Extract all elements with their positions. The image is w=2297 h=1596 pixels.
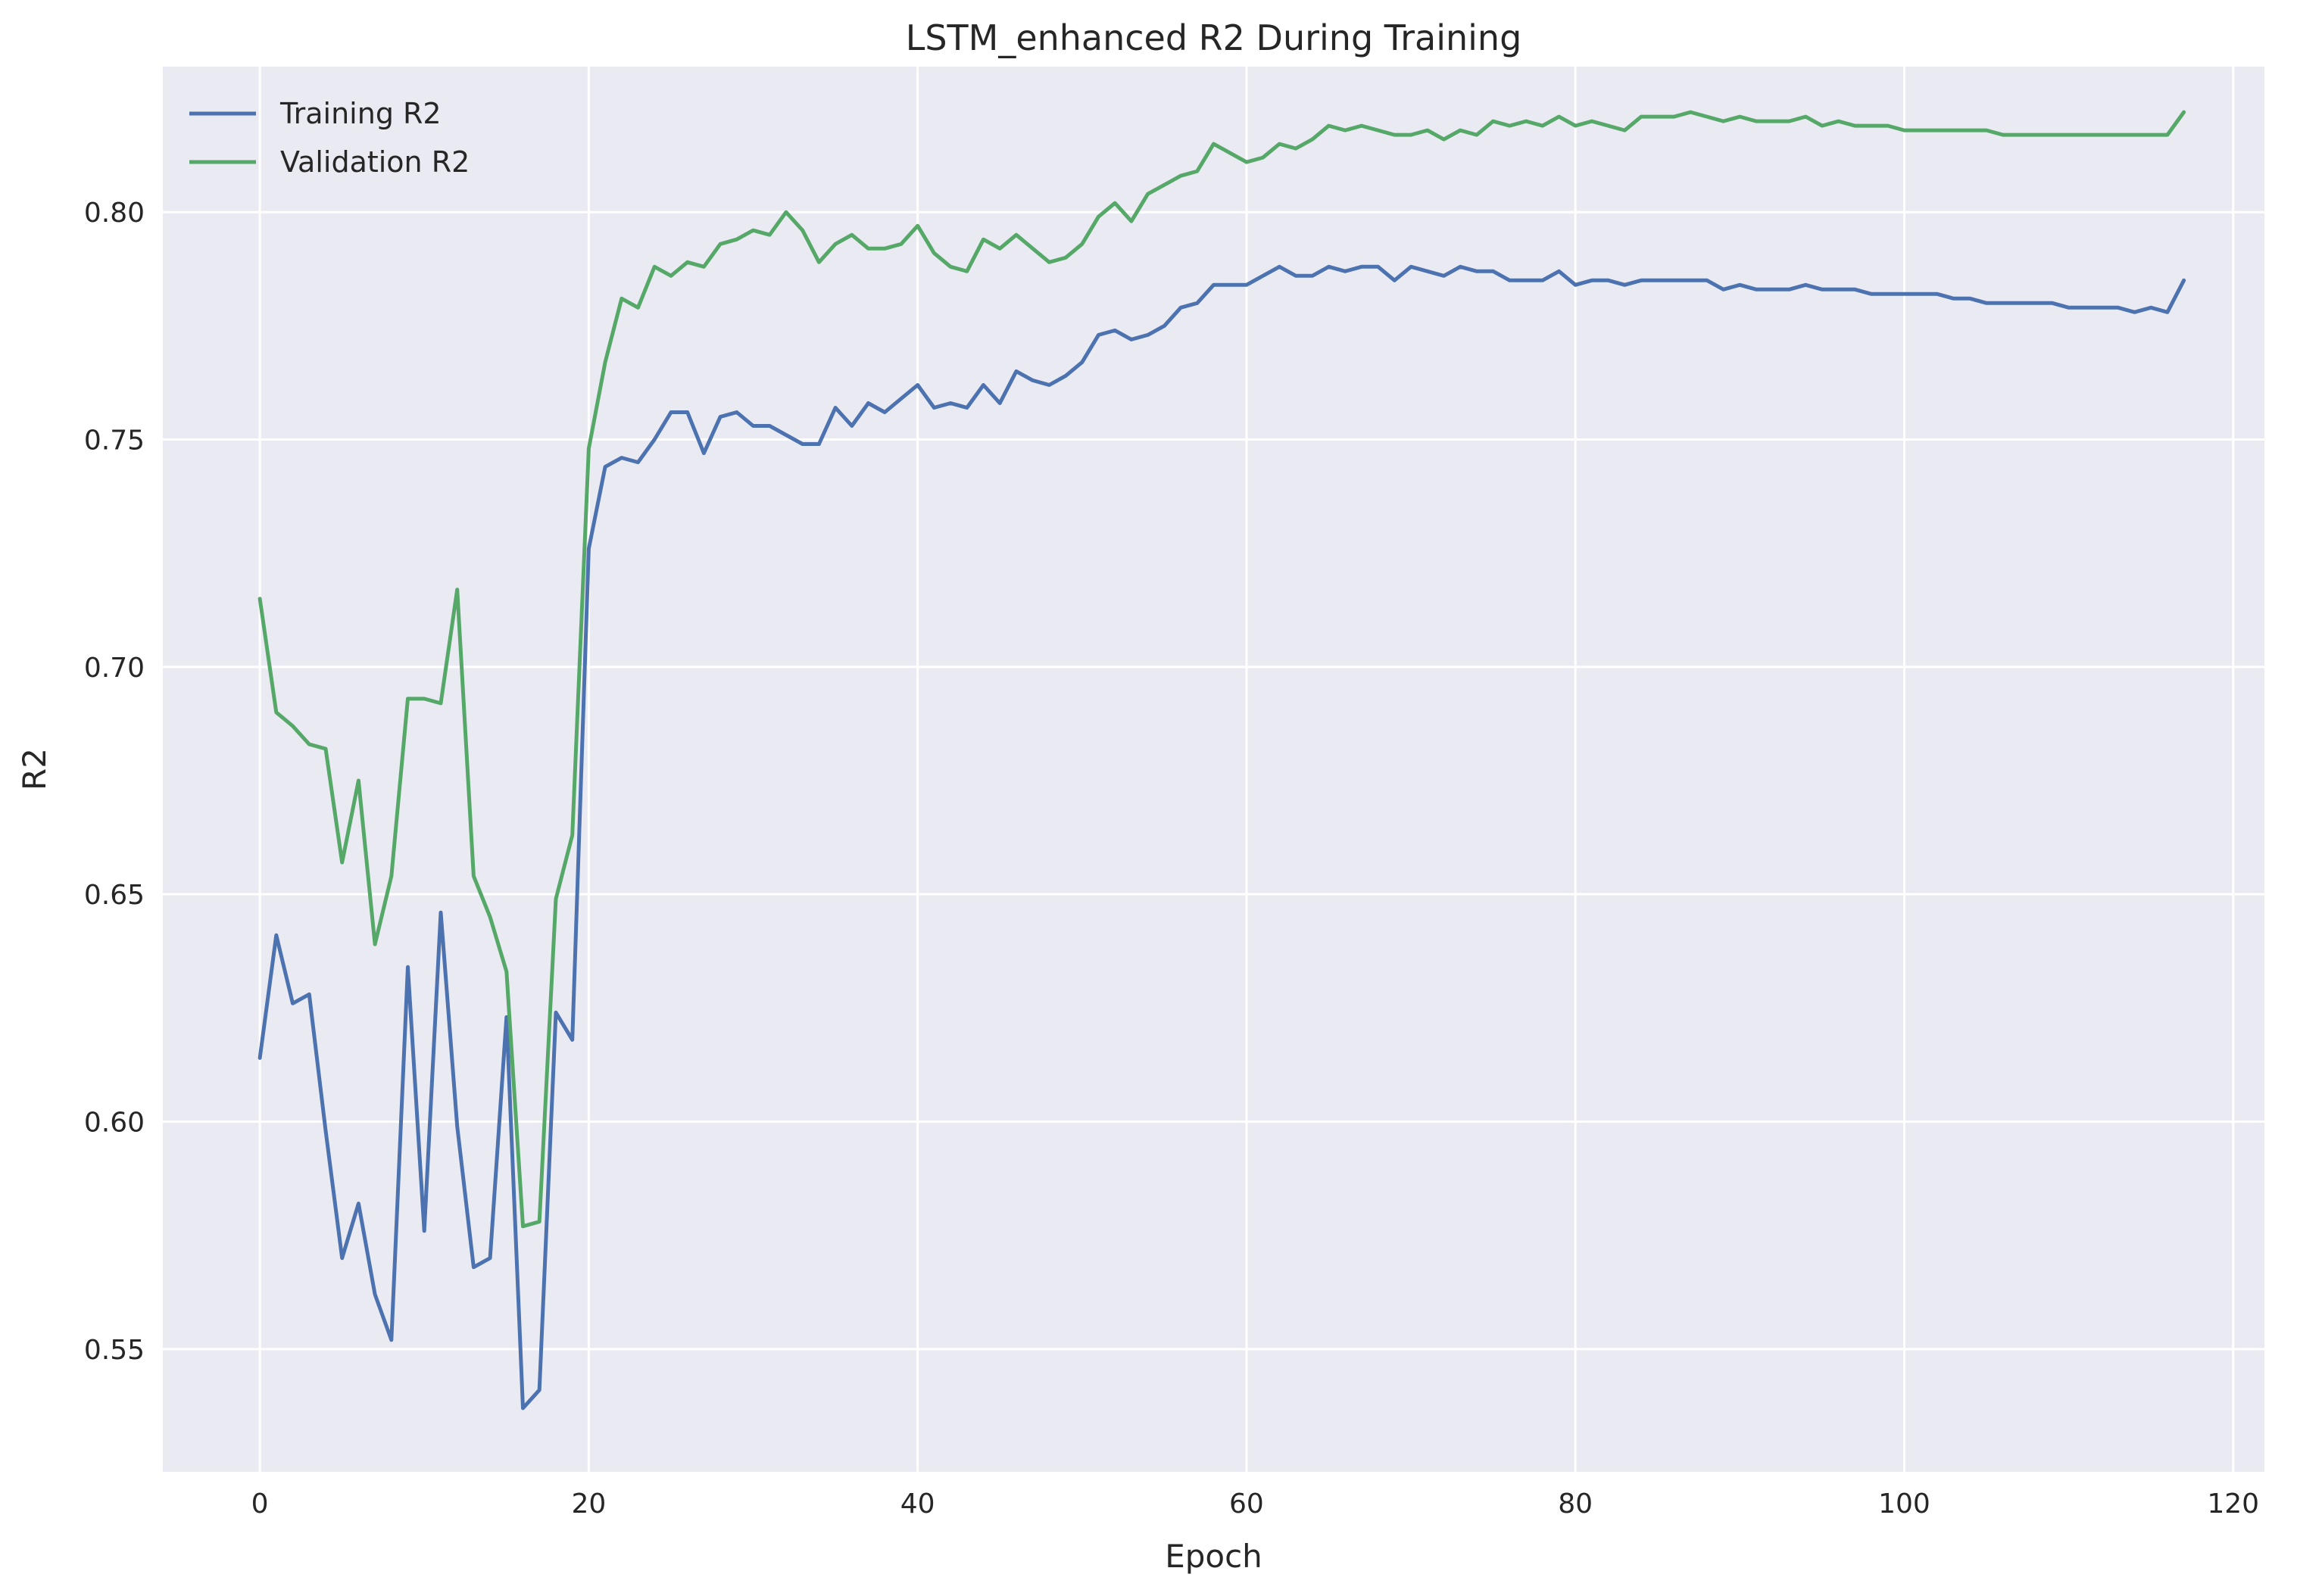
- tick-labels: 0 20 40 60 80 100 120 0.55 0.60 0.65 0.70 0.75 0.80: [84, 198, 2259, 1520]
- y-tick-label: 0.60: [84, 1108, 145, 1139]
- series-line-training-r2: [257, 264, 2186, 1411]
- gridlines: [163, 67, 2264, 1472]
- legend: Training R2 Validation R2: [189, 97, 470, 179]
- series-lines: [257, 110, 2186, 1411]
- x-tick-label: 0: [251, 1488, 269, 1520]
- series-line-validation-r2: [257, 110, 2186, 1229]
- chart-title: LSTM_enhanced R2 During Training: [906, 17, 1522, 58]
- x-tick-label: 100: [1878, 1488, 1930, 1520]
- y-axis-label: R2: [16, 748, 53, 790]
- plot-background: [163, 67, 2264, 1472]
- y-tick-label: 0.70: [84, 653, 145, 684]
- legend-label: Validation R2: [280, 145, 470, 179]
- x-axis-label: Epoch: [1165, 1538, 1262, 1575]
- y-tick-label: 0.75: [84, 425, 145, 457]
- y-tick-label: 0.65: [84, 880, 145, 911]
- x-tick-label: 20: [571, 1488, 606, 1520]
- y-tick-label: 0.80: [84, 198, 145, 229]
- y-tick-label: 0.55: [84, 1335, 145, 1366]
- x-tick-label: 60: [1229, 1488, 1264, 1520]
- x-tick-label: 80: [1558, 1488, 1593, 1520]
- legend-label: Training R2: [279, 97, 442, 130]
- x-tick-label: 120: [2207, 1488, 2259, 1520]
- x-tick-label: 40: [900, 1488, 935, 1520]
